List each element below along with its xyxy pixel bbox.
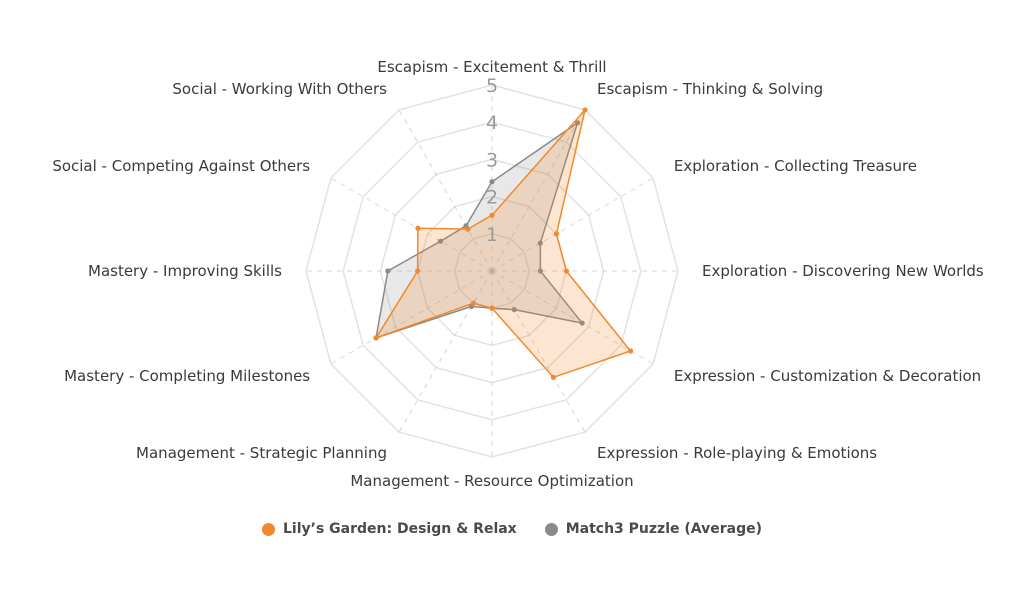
axis-label: Escapism - Thinking & Solving [597, 80, 823, 98]
series-0 [373, 107, 634, 380]
data-point[interactable] [537, 268, 543, 274]
data-point[interactable] [627, 348, 634, 354]
tick-label: 4 [486, 112, 498, 134]
data-point[interactable] [470, 300, 476, 306]
axis-label: Mastery - Improving Skills [88, 262, 282, 280]
legend-item-match3-average[interactable]: Match3 Puzzle (Average) [544, 521, 762, 537]
grid-spoke [491, 177, 654, 272]
data-point[interactable] [415, 225, 421, 231]
data-point[interactable] [511, 307, 517, 313]
legend-label: Match3 Puzzle (Average) [565, 521, 762, 537]
grid-spoke [398, 109, 493, 272]
radar-series [373, 107, 634, 380]
grid-spoke [491, 270, 586, 433]
axis-label: Expression - Role-playing & Emotions [597, 444, 877, 462]
radial-tick-labels: 1 2 3 4 5 [486, 75, 498, 246]
data-point[interactable] [415, 268, 421, 274]
axis-label: Social - Working With Others [172, 80, 387, 98]
legend-item-lilys-garden[interactable]: Lily’s Garden: Design & Relax [262, 521, 517, 537]
axis-label: Expression - Customization & Decoration [674, 367, 981, 385]
series-area [374, 109, 632, 379]
grid-spoke [491, 270, 654, 365]
radar-grid [305, 84, 679, 458]
data-point[interactable] [582, 107, 588, 113]
axis-label: Escapism - Excitement & Thrill [377, 58, 606, 76]
data-point[interactable] [563, 268, 570, 274]
axis-label: Exploration - Discovering New Worlds [702, 262, 984, 280]
data-point[interactable] [574, 120, 581, 126]
data-point[interactable] [579, 320, 585, 326]
grid-spoke [330, 270, 493, 365]
tick-label: 3 [486, 149, 498, 171]
axis-label: Management - Resource Optimization [350, 472, 633, 490]
chart-legend: Lily’s Garden: Design & Relax Match3 Puz… [0, 517, 1024, 541]
data-point[interactable] [489, 212, 495, 218]
grid-spoke [398, 270, 493, 433]
data-point[interactable] [465, 226, 471, 232]
legend-marker [262, 522, 275, 536]
grid-ring [305, 84, 679, 458]
grid-spoke [491, 109, 586, 272]
center-point [489, 268, 495, 274]
data-point[interactable] [489, 179, 495, 185]
tick-label: 1 [486, 224, 498, 246]
data-point[interactable] [550, 374, 556, 380]
data-point[interactable] [385, 268, 391, 274]
grid-spoke [330, 177, 493, 272]
axis-label: Social - Competing Against Others [52, 157, 310, 175]
grid-ring [342, 121, 642, 421]
tick-label: 2 [486, 187, 498, 209]
legend-label: Lily’s Garden: Design & Relax [283, 521, 517, 537]
tick-label: 5 [486, 75, 498, 97]
data-point[interactable] [553, 231, 560, 237]
axis-label: Management - Strategic Planning [136, 444, 387, 462]
data-point[interactable] [437, 238, 444, 244]
axis-label: Exploration - Collecting Treasure [674, 157, 917, 175]
axis-label: Mastery - Completing Milestones [64, 367, 310, 385]
data-point[interactable] [373, 335, 379, 341]
legend-marker [544, 522, 558, 536]
data-point[interactable] [537, 240, 543, 246]
data-point[interactable] [489, 305, 495, 311]
axis-labels: Escapism - Excitement & Thrill Escapism -… [52, 58, 984, 490]
